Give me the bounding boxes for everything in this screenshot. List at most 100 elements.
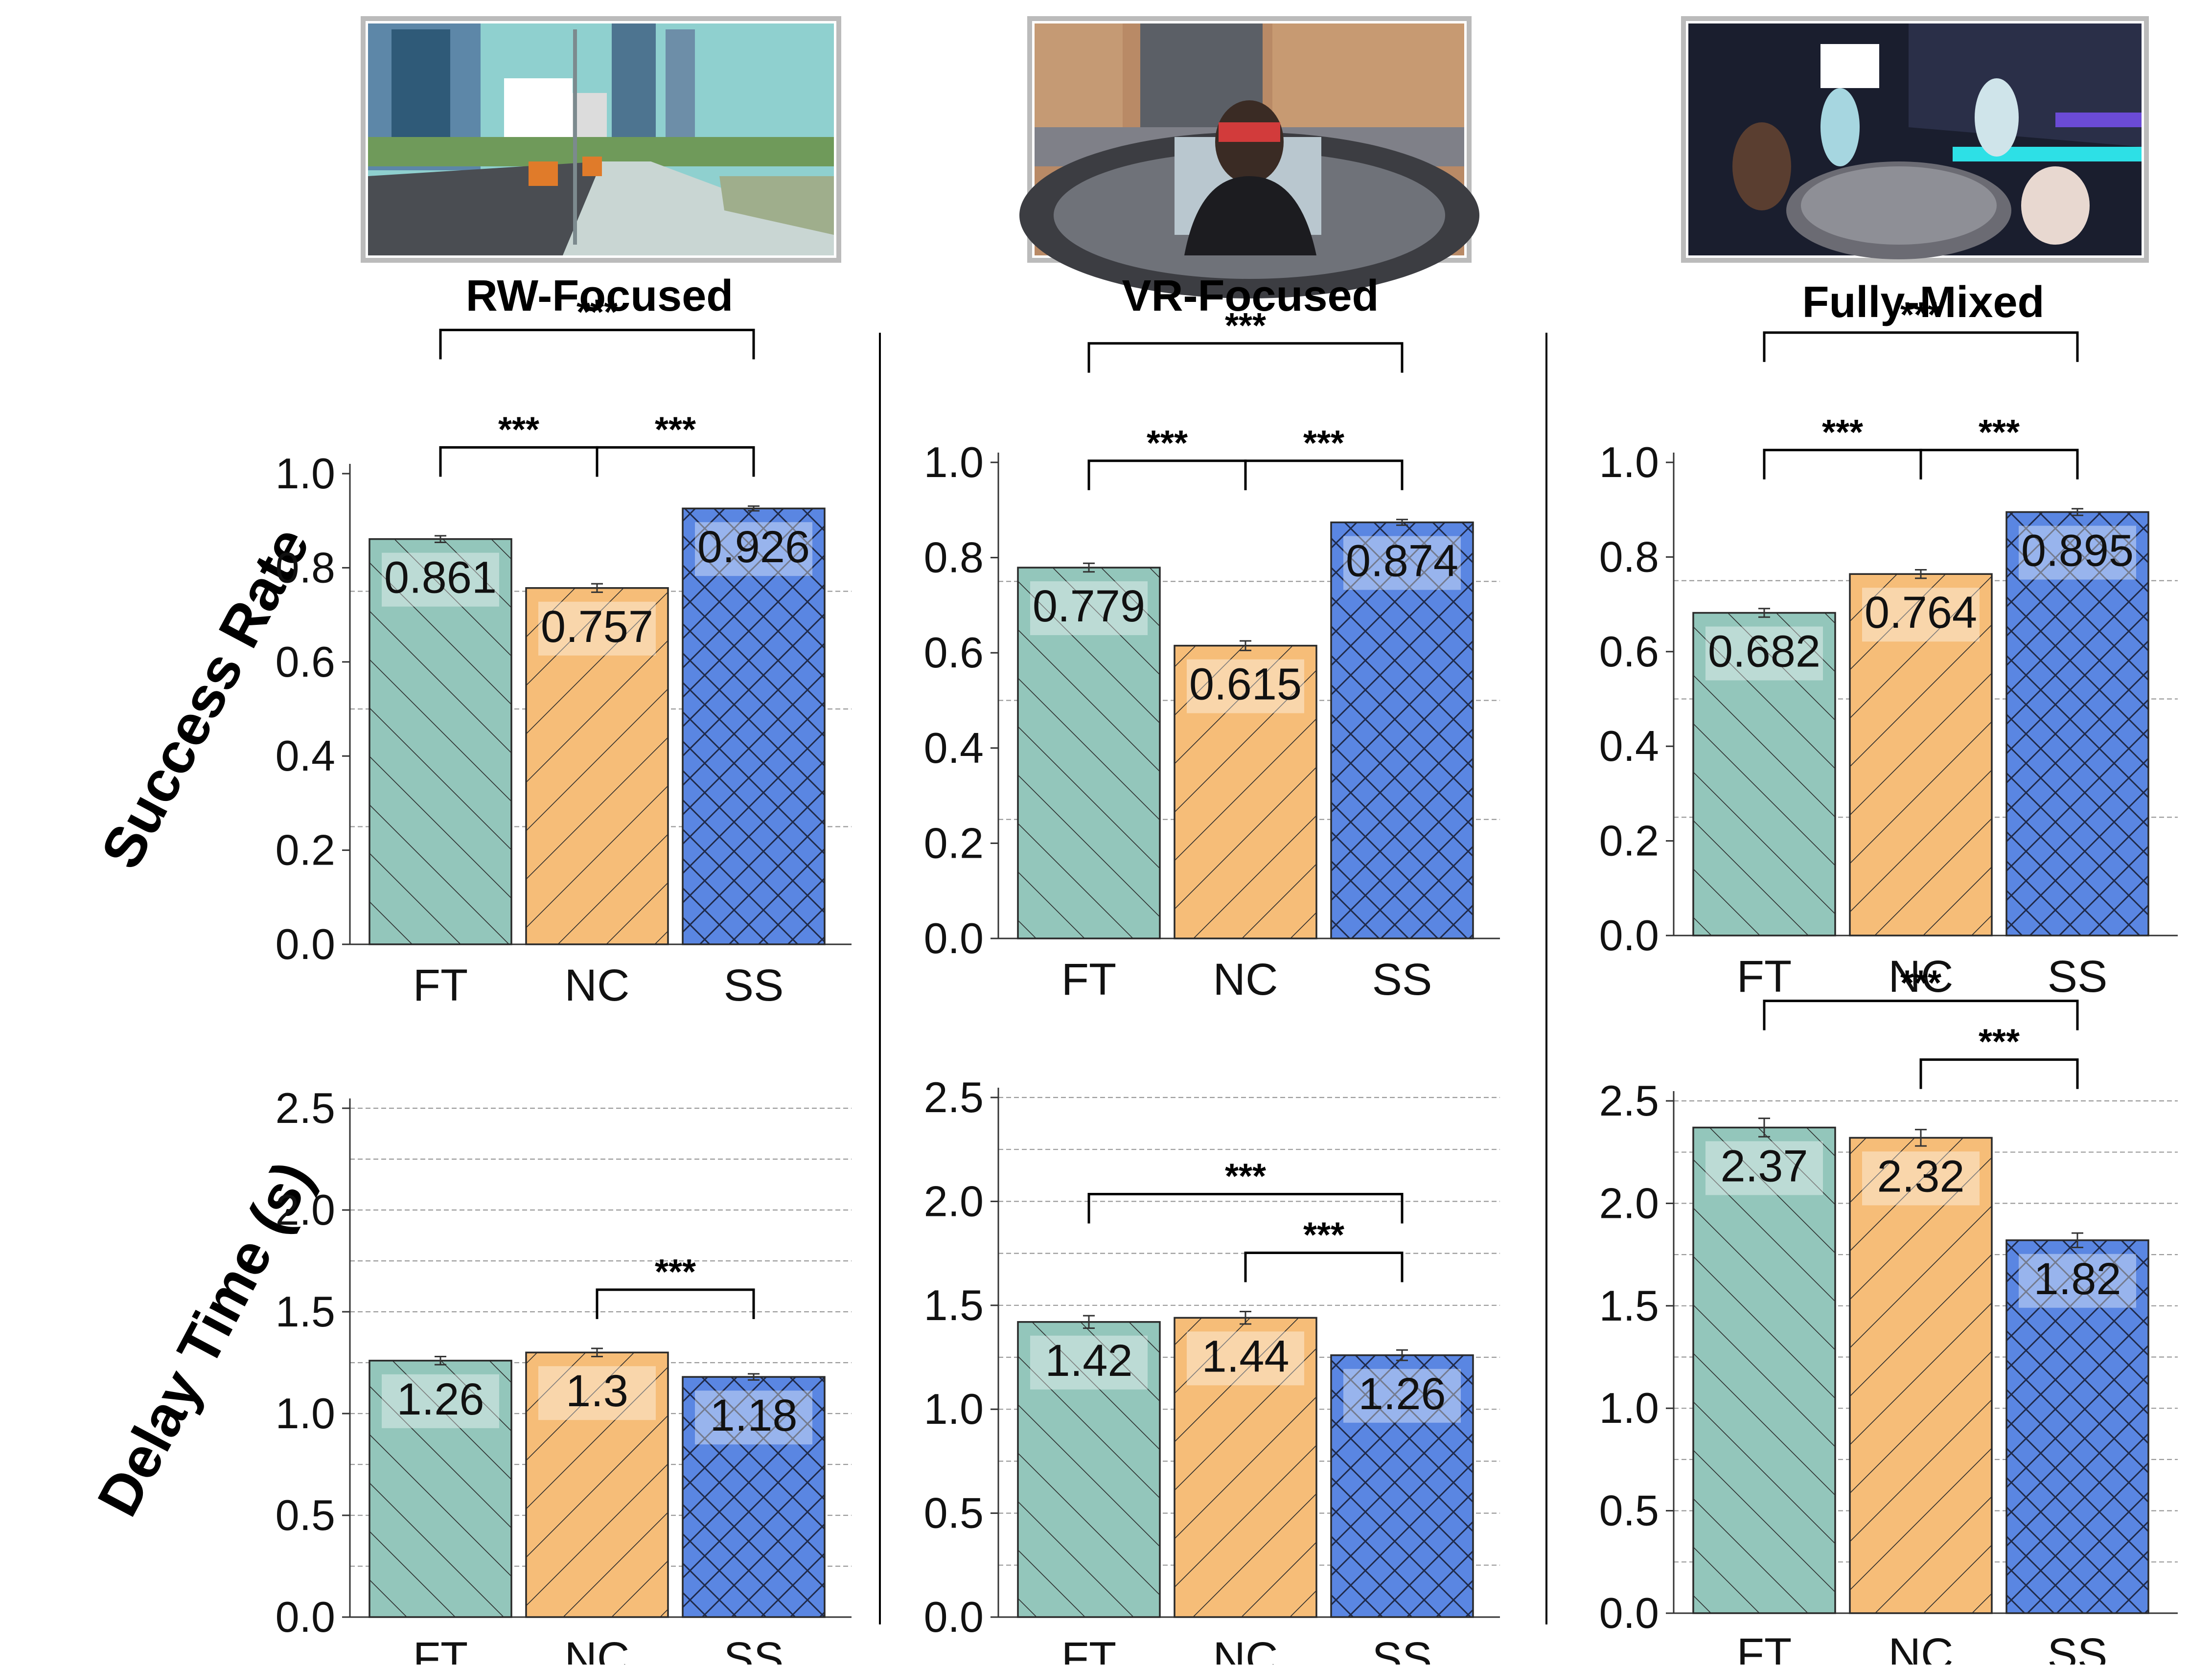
significance-bracket [1763,449,1922,480]
y-tick-label: 0.8 [1599,532,1659,581]
y-tick-label: 2.0 [1599,1179,1659,1227]
significance-marker: *** [1979,1023,2020,1062]
x-tick-label: FT [413,1633,468,1665]
data-label: 0.779 [1033,581,1145,631]
data-label-box [538,1366,656,1420]
y-tick-label: 1.5 [276,1287,335,1336]
data-label: 0.682 [1708,627,1820,677]
y-tick-label: 1.5 [924,1281,984,1329]
bar-hatch [1849,573,1993,936]
significance-bracket [596,1288,755,1319]
x-tick-label: NC [1889,952,1954,1002]
bar-hatch [1174,644,1317,939]
y-tick-label: 2.0 [276,1186,335,1234]
y-tick-label: 0.2 [924,819,984,867]
significance-marker: *** [1900,964,1941,1003]
significance-marker: *** [576,293,618,332]
y-tick-label: 0.5 [276,1491,335,1539]
data-label-box [2019,1254,2136,1308]
bar-hatch [682,507,826,945]
data-label-box [1187,659,1304,713]
bar-hatch [525,1351,669,1618]
x-tick-label: FT [1737,1629,1792,1665]
significance-bracket [1763,331,2079,362]
data-label-box [1187,1331,1304,1386]
data-label-box [1030,1335,1148,1390]
bar-hatch [2005,1239,2149,1614]
y-tick-label: 1.0 [1599,438,1659,486]
chart-grid: 0.0 0.2 0.4 0.6 0.8 1.0 0.861 FT 0.757 NC 0.926 SS *… [276,293,2178,1667]
data-label-box [382,1374,499,1428]
data-label: 1.82 [2033,1254,2121,1304]
bar-hatch [525,587,669,945]
bar-hatch [1017,567,1161,939]
data-label: 1.18 [710,1391,797,1440]
x-tick-label: FT [1061,955,1116,1005]
x-tick-label: SS [1372,1633,1432,1665]
significance-bracket [1087,459,1247,490]
data-label: 0.757 [541,602,653,652]
bar-hatch [1330,1354,1474,1618]
data-label: 0.926 [697,522,810,572]
data-label-box [1343,1369,1461,1423]
scene-thumbnail-rw-focused [361,16,841,263]
data-label-box [538,601,656,656]
significance-bracket [1244,1252,1404,1282]
significance-marker: *** [655,1253,696,1292]
x-tick-label: NC [1889,1629,1954,1665]
significance-bracket [1763,1000,2079,1030]
y-tick-label: 0.8 [924,533,984,582]
significance-bracket [1087,342,1404,373]
data-label-box [1862,1151,1980,1206]
y-tick-label: 2.5 [924,1073,984,1121]
y-tick-label: 0.2 [1599,817,1659,865]
data-label-box [2019,525,2136,580]
bar-hatch [682,1376,826,1618]
bar-hatch [2005,511,2149,936]
y-tick-label: 1.5 [1599,1281,1659,1330]
bar-hatch [369,538,512,945]
x-tick-label: NC [565,960,630,1010]
x-tick-label: FT [1737,952,1792,1002]
significance-bracket [1919,449,2079,480]
bar-hatch [1849,1137,1993,1614]
y-tick-label: 0.0 [276,920,335,968]
y-tick-label: 0.0 [924,1593,984,1641]
significance-marker: *** [1303,1216,1344,1255]
y-tick-label: 0.0 [924,914,984,962]
y-tick-label: 0.4 [276,731,335,780]
y-tick-label: 0.0 [276,1593,335,1641]
x-tick-label: NC [1213,955,1278,1005]
chart-panel: 0.0 0.5 1.0 1.5 2.0 2.5 2.37 FT 2.32 NC 1.82 SS *** *… [1599,964,2178,1667]
y-tick-label: 0.0 [1599,1589,1659,1637]
data-label: 0.615 [1189,660,1302,709]
y-tick-label: 0.2 [276,826,335,874]
data-label: 1.26 [396,1374,484,1424]
bar-hatch [369,1360,512,1618]
y-tick-label: 0.4 [924,724,984,772]
y-tick-label: 1.0 [924,438,984,486]
bar-hatch [1692,1126,1836,1614]
y-tick-label: 1.0 [276,449,335,498]
x-tick-label: SS [724,960,784,1010]
data-label: 1.44 [1201,1331,1289,1381]
significance-bracket [596,446,755,477]
significance-marker: *** [498,410,539,449]
y-tick-label: 0.8 [276,543,335,592]
y-tick-label: 2.5 [276,1084,335,1132]
data-label: 2.32 [1877,1151,1964,1201]
chart-panel: 0.0 0.5 1.0 1.5 2.0 2.5 1.26 FT 1.3 NC 1.18 SS *** [276,1084,852,1667]
data-label-box [1705,626,1823,681]
data-label: 1.3 [566,1366,628,1416]
data-label-box [382,552,499,607]
significance-bracket [1244,459,1404,490]
y-tick-label: 2.0 [924,1177,984,1225]
data-label-box [1343,536,1461,590]
x-tick-label: NC [565,1633,630,1665]
chart-panel: 0.0 0.2 0.4 0.6 0.8 1.0 0.861 FT 0.757 NC 0.926 SS *… [276,293,852,1010]
significance-marker: *** [1979,413,2020,452]
y-tick-label: 1.0 [924,1385,984,1433]
y-tick-label: 2.5 [1599,1076,1659,1125]
x-tick-label: SS [2048,1629,2108,1665]
